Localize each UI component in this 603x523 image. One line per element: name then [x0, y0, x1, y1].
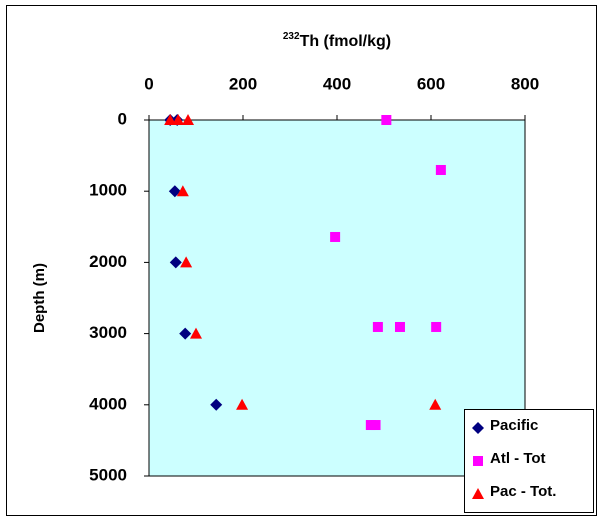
- x-axis-title: 232Th (fmol/kg): [283, 31, 391, 51]
- point: [435, 164, 446, 175]
- x-tick-label: 600: [417, 74, 445, 93]
- y-tick-label: 4000: [89, 394, 127, 413]
- point: [210, 398, 223, 411]
- y-tick-label: 3000: [89, 323, 127, 342]
- point: [431, 321, 442, 332]
- point: [172, 114, 185, 125]
- legend-marker: [473, 456, 483, 466]
- legend-marker: [472, 488, 484, 499]
- point: [236, 398, 249, 410]
- legend-label: Pac - Tot.: [490, 483, 556, 500]
- plot-area: [148, 119, 526, 477]
- point: [429, 398, 442, 410]
- point: [394, 321, 405, 332]
- y-tick-label: 1000: [89, 181, 127, 200]
- point: [381, 115, 392, 125]
- point: [180, 256, 193, 268]
- legend-marker: [472, 422, 484, 434]
- point: [168, 185, 181, 198]
- point: [182, 114, 195, 125]
- y-tick-label: 2000: [89, 252, 127, 271]
- x-tick-label: 400: [323, 74, 351, 93]
- y-tick-label: 0: [118, 109, 127, 128]
- point: [176, 185, 189, 197]
- x-tick-label: 800: [511, 74, 539, 93]
- point: [330, 231, 341, 242]
- y-axis-title: Depth (m): [31, 263, 48, 333]
- point: [190, 327, 202, 339]
- point: [370, 420, 381, 431]
- y-tick-label: 5000: [89, 465, 127, 484]
- x-tick-label: 200: [229, 74, 257, 93]
- point: [372, 321, 383, 332]
- point: [169, 256, 182, 269]
- legend-label: Atl - Tot: [490, 450, 546, 467]
- point: [179, 327, 192, 340]
- legend-box: [464, 409, 594, 513]
- x-tick-label: 0: [144, 74, 153, 93]
- point: [164, 114, 177, 125]
- legend-label: Pacific: [490, 417, 538, 434]
